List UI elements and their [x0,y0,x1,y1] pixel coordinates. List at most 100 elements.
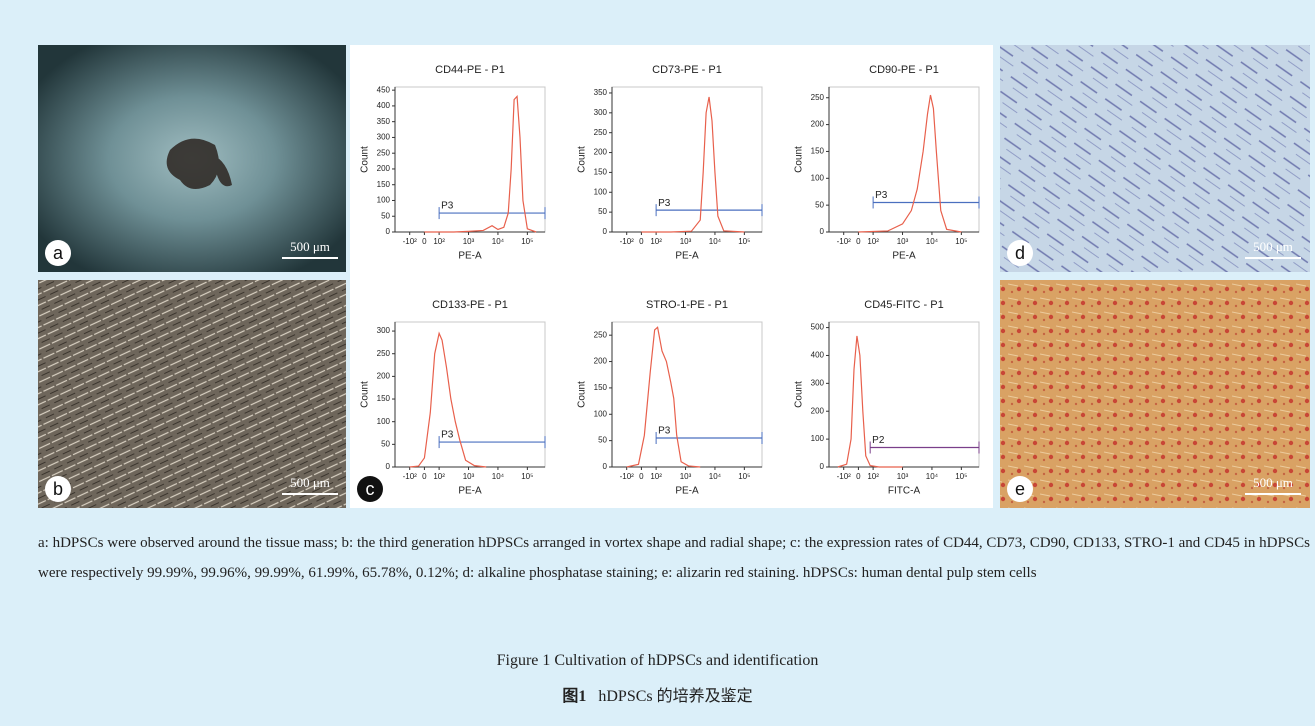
x-tick-label: 10³ [463,237,475,246]
y-tick-label: 50 [598,207,607,216]
x-tick-label: 10² [433,472,445,481]
y-tick-label: 250 [811,93,825,102]
y-tick-label: 100 [811,434,825,443]
gate-label: P2 [872,435,885,446]
histogram-curve [424,95,537,233]
photo-b [38,280,346,508]
y-tick-label: 100 [594,187,608,196]
x-tick-label: 0 [422,237,427,246]
histogram-curve [409,331,487,468]
y-tick-label: 250 [594,128,608,137]
figure-number-zh: 图1 [562,688,587,705]
y-tick-label: 100 [594,409,608,418]
x-axis-label: PE-A [675,486,699,497]
x-tick-label: 10² [650,472,662,481]
histogram-curve [837,335,903,468]
x-tick-label: 10⁵ [521,472,533,481]
figure-title-en: Figure 1 Cultivation of hDPSCs and ident… [496,652,819,669]
y-tick-label: 300 [594,108,608,117]
y-tick-label: 50 [381,211,390,220]
x-tick-label: -10² [837,237,852,246]
y-tick-label: 300 [377,133,391,142]
histogram-curve [858,94,962,233]
photo-d [1000,45,1310,272]
y-tick-label: 0 [386,462,391,471]
x-tick-label: 10⁴ [492,237,505,246]
figure-caption: a: hDPSCs were observed around the tissu… [38,535,1310,581]
scale-bar-label: 500 μm [1253,239,1293,254]
panel-letter: b [53,479,63,499]
y-axis-label: Count [577,146,588,173]
y-tick-label: 400 [811,351,825,360]
x-tick-label: -10² [403,472,418,481]
plot-title: CD44-PE - P1 [435,64,505,76]
x-tick-label: 10⁵ [521,237,533,246]
x-tick-label: 0 [639,472,644,481]
y-tick-label: 300 [811,378,825,387]
gate-label: P3 [441,201,454,212]
y-tick-label: 200 [377,164,391,173]
tissue-mass [166,138,232,189]
x-tick-label: 0 [856,237,861,246]
histogram-curve [641,96,745,233]
y-tick-label: 250 [594,330,608,339]
panel-letter-badge [45,476,71,502]
y-tick-label: 50 [815,200,824,209]
x-tick-label: -10² [620,237,635,246]
x-tick-label: 0 [422,472,427,481]
y-axis-label: Count [360,381,371,408]
photo-e [1000,280,1310,508]
y-tick-label: 500 [811,323,825,332]
y-tick-label: 350 [594,88,608,97]
x-tick-label: 0 [856,472,861,481]
x-tick-label: 10³ [897,472,909,481]
y-tick-label: 200 [811,120,825,129]
histogram-curve [626,326,701,468]
figure: a 500 μm b 500 μm c d 500 μm e 500 μm CD44-PE - P… [38,45,1310,508]
y-tick-label: 50 [381,439,390,448]
y-tick-label: 450 [377,85,391,94]
x-tick-label: 10³ [680,237,692,246]
panel-letter-badge [45,240,71,266]
plot-title: CD73-PE - P1 [652,64,722,76]
y-tick-label: 200 [594,148,608,157]
x-tick-label: 10³ [680,472,692,481]
y-tick-label: 50 [598,436,607,445]
y-tick-label: 300 [377,326,391,335]
figure-title-zh: 图1 hDPSCs 的培养及鉴定 [0,682,1315,706]
x-tick-label: -10² [403,237,418,246]
scale-bar-label: 500 μm [290,475,330,490]
y-tick-label: 200 [811,406,825,415]
y-tick-label: 0 [386,227,391,236]
y-tick-label: 100 [811,173,825,182]
x-tick-label: 10³ [897,237,909,246]
x-tick-label: 10⁵ [738,237,750,246]
panel-letter: c [366,479,375,499]
x-tick-label: 10² [867,472,879,481]
y-tick-label: 150 [594,168,608,177]
y-tick-label: 200 [377,371,391,380]
y-tick-label: 250 [377,148,391,157]
panel-letter: e [1015,479,1025,499]
panel-letter-badge [1007,240,1033,266]
y-axis-label: Count [577,381,588,408]
y-tick-label: 0 [820,227,825,236]
y-tick-label: 100 [377,417,391,426]
y-tick-label: 150 [811,147,825,156]
plot-title: STRO-1-PE - P1 [646,299,728,311]
gate-label: P3 [658,426,671,437]
plot-title: CD45-FITC - P1 [864,299,943,311]
x-tick-label: 10² [650,237,662,246]
x-axis-label: PE-A [892,251,916,262]
x-tick-label: 10⁴ [492,472,505,481]
x-tick-label: 10² [433,237,445,246]
y-axis-label: Count [360,146,371,173]
x-axis-label: FITC-A [888,486,921,497]
panel-letter: a [53,243,64,263]
x-tick-label: 10⁵ [955,237,967,246]
y-tick-label: 100 [377,196,391,205]
y-tick-label: 250 [377,349,391,358]
gate-label: P3 [875,190,888,201]
x-tick-label: 10² [867,237,879,246]
